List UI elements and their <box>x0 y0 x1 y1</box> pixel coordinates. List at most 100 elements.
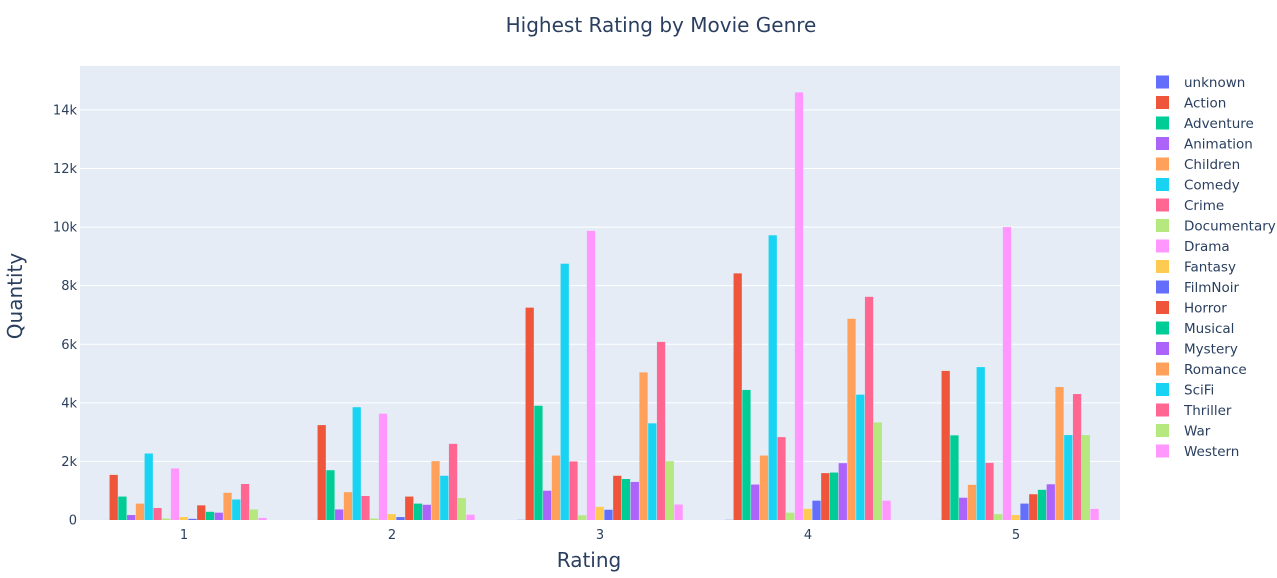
x-tick-label: 2 <box>388 528 396 543</box>
legend-swatch <box>1156 260 1169 273</box>
bar <box>994 514 1003 520</box>
bar <box>135 503 145 520</box>
bar <box>534 405 543 520</box>
bar <box>448 443 458 520</box>
bar <box>630 481 639 520</box>
bar <box>457 498 466 520</box>
bar <box>604 509 613 520</box>
y-axis-ticks: 0 2k 4k 6k 8k 10k 12k 14k <box>53 103 78 528</box>
legend-item[interactable]: Children <box>1156 157 1240 173</box>
bar <box>621 478 631 520</box>
bar <box>1072 394 1082 520</box>
legend-label: Action <box>1184 96 1226 112</box>
legend-swatch <box>1156 137 1169 150</box>
legend-label: Adventure <box>1184 116 1254 132</box>
bar <box>240 483 250 520</box>
bar <box>223 492 232 520</box>
bar <box>466 514 475 520</box>
bar <box>586 230 596 520</box>
bar <box>378 413 388 520</box>
legend-swatch <box>1156 198 1169 212</box>
bar <box>733 273 742 520</box>
x-axis-title: Rating <box>557 548 621 572</box>
bar <box>674 504 683 520</box>
y-tick-label: 4k <box>61 396 77 411</box>
legend-item[interactable]: Documentary <box>1156 219 1276 235</box>
legend-label: Animation <box>1184 137 1253 153</box>
legend-label: Romance <box>1184 362 1247 378</box>
legend-label: Comedy <box>1184 178 1240 194</box>
bar <box>1064 435 1073 520</box>
legend-swatch <box>1156 321 1169 335</box>
bar <box>751 484 760 520</box>
bar <box>352 407 361 520</box>
bar <box>431 461 440 520</box>
legend-swatch <box>1156 116 1169 130</box>
legend-swatch <box>1156 75 1169 89</box>
bar <box>153 507 162 520</box>
grid-lines <box>80 109 1120 462</box>
bar <box>118 496 127 520</box>
bar <box>829 472 839 520</box>
legend-swatch <box>1156 383 1169 396</box>
legend-item[interactable]: Thriller <box>1156 403 1232 419</box>
legend-item[interactable]: SciFi <box>1156 383 1214 399</box>
legend-item[interactable]: Horror <box>1156 301 1227 317</box>
legend-item[interactable]: unknown <box>1156 75 1245 91</box>
bar <box>742 389 751 520</box>
bar <box>1081 435 1090 520</box>
legend-item[interactable]: Adventure <box>1156 116 1254 132</box>
bar <box>613 475 622 520</box>
legend-swatch <box>1156 301 1169 314</box>
legend-swatch <box>1156 342 1169 355</box>
y-tick-label: 2k <box>61 455 77 470</box>
legend-label: FilmNoir <box>1184 280 1240 296</box>
legend-item[interactable]: Crime <box>1156 198 1224 214</box>
legend-item[interactable]: FilmNoir <box>1156 280 1240 296</box>
bar <box>396 517 405 520</box>
bar <box>214 512 223 520</box>
legend-item[interactable]: Fantasy <box>1156 260 1236 276</box>
bar <box>821 473 830 520</box>
legend: unknown Action Adventure Animation Children C… <box>1156 75 1276 460</box>
bar <box>205 511 215 520</box>
bar <box>543 490 552 520</box>
bar <box>578 515 587 520</box>
bar <box>864 296 874 520</box>
plot-background <box>80 66 1120 520</box>
legend-swatch <box>1156 403 1169 417</box>
legend-swatch <box>1156 424 1169 437</box>
bar <box>812 500 821 520</box>
bar <box>335 509 344 520</box>
bar <box>249 509 258 520</box>
bar <box>768 235 777 521</box>
legend-item[interactable]: Drama <box>1156 239 1230 255</box>
bar <box>873 422 882 520</box>
legend-label: Musical <box>1184 321 1234 337</box>
legend-item[interactable]: Musical <box>1156 321 1234 337</box>
x-tick-label: 1 <box>180 528 188 543</box>
bar <box>665 461 674 520</box>
bar <box>413 503 423 520</box>
bar <box>343 492 353 520</box>
bar <box>109 474 118 520</box>
y-tick-label: 14k <box>53 103 78 118</box>
legend-item[interactable]: War <box>1156 424 1211 440</box>
x-tick-label: 3 <box>596 528 604 543</box>
legend-label: Children <box>1184 157 1240 173</box>
legend-swatch <box>1156 178 1169 191</box>
legend-item[interactable]: Mystery <box>1156 342 1238 358</box>
bar <box>232 499 241 520</box>
legend-item[interactable]: Action <box>1156 96 1226 112</box>
bar <box>179 517 188 520</box>
legend-item[interactable]: Animation <box>1156 137 1253 153</box>
legend-item[interactable]: Romance <box>1156 362 1247 378</box>
legend-item[interactable]: Western <box>1156 444 1239 460</box>
bar <box>1020 503 1029 520</box>
legend-item[interactable]: Comedy <box>1156 178 1240 194</box>
legend-swatch <box>1156 219 1169 232</box>
legend-label: unknown <box>1184 75 1245 91</box>
legend-swatch <box>1156 362 1169 376</box>
legend-swatch <box>1156 157 1169 171</box>
legend-swatch <box>1156 280 1169 294</box>
